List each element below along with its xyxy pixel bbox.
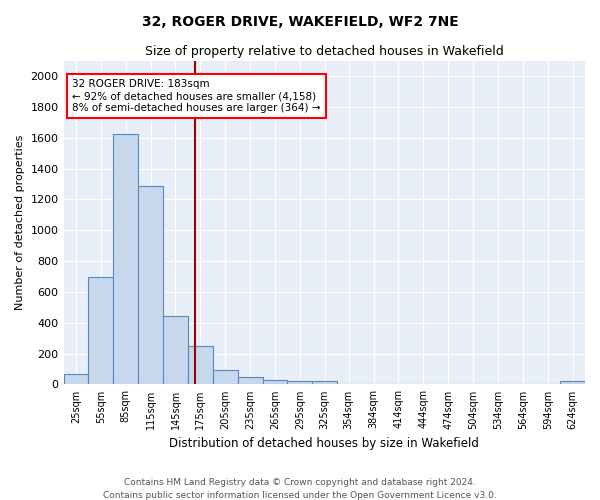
Bar xyxy=(560,382,585,384)
Text: 32 ROGER DRIVE: 183sqm
← 92% of detached houses are smaller (4,158)
8% of semi-d: 32 ROGER DRIVE: 183sqm ← 92% of detached… xyxy=(72,80,320,112)
Bar xyxy=(188,346,213,385)
Bar xyxy=(113,134,138,384)
Bar xyxy=(138,186,163,384)
Title: Size of property relative to detached houses in Wakefield: Size of property relative to detached ho… xyxy=(145,45,503,58)
Bar xyxy=(263,380,287,384)
Text: Contains HM Land Registry data © Crown copyright and database right 2024.
Contai: Contains HM Land Registry data © Crown c… xyxy=(103,478,497,500)
Bar xyxy=(238,376,263,384)
Bar xyxy=(213,370,238,384)
X-axis label: Distribution of detached houses by size in Wakefield: Distribution of detached houses by size … xyxy=(169,437,479,450)
Bar xyxy=(88,277,113,384)
Text: 32, ROGER DRIVE, WAKEFIELD, WF2 7NE: 32, ROGER DRIVE, WAKEFIELD, WF2 7NE xyxy=(142,15,458,29)
Bar xyxy=(64,374,88,384)
Bar xyxy=(287,382,312,384)
Bar xyxy=(163,316,188,384)
Y-axis label: Number of detached properties: Number of detached properties xyxy=(15,135,25,310)
Bar xyxy=(312,382,337,384)
